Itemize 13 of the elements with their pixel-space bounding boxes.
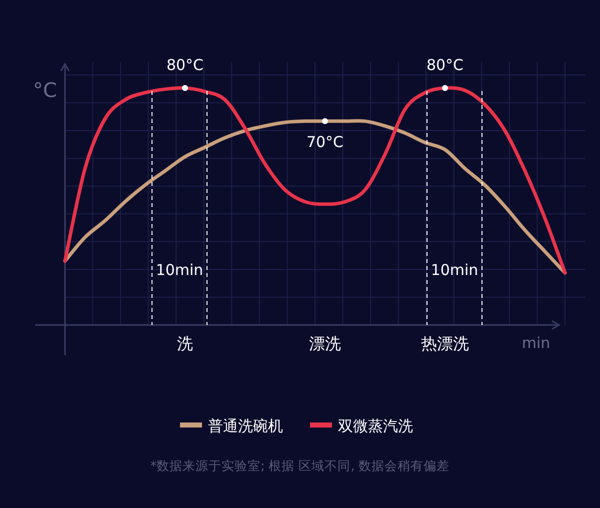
annotation: 80°C: [166, 56, 204, 74]
x-tick-label: 洗: [177, 334, 193, 353]
x-axis-title: min: [522, 334, 550, 352]
legend-label: 普通洗碗机: [208, 417, 283, 435]
text: *数据来源于实验室; 根据 区域不同, 数据会稍有偏差: [150, 458, 450, 473]
y-axis-title: °C: [33, 78, 57, 102]
x-tick-label: 漂洗: [309, 334, 341, 353]
annotation: 10min: [156, 261, 204, 279]
annotation: 10min: [430, 261, 478, 279]
legend-label: 双微蒸汽洗: [338, 417, 413, 435]
annotation: 80°C: [426, 56, 464, 74]
x-tick-label: 热漂洗: [421, 334, 469, 353]
annotation: 70°C: [306, 133, 344, 152]
